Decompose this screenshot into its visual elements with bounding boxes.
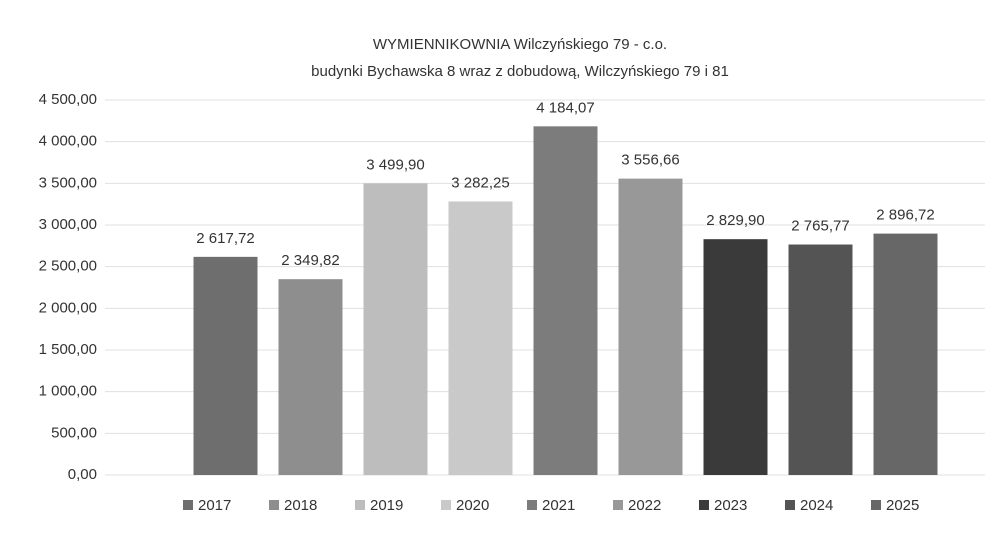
- legend-swatch: [355, 500, 365, 510]
- data-label: 2 617,72: [196, 230, 254, 247]
- chart-title: WYMIENNIKOWNIA Wilczyńskiego 79 - c.o.: [373, 36, 667, 53]
- bar: [703, 239, 768, 475]
- legend-swatch: [613, 500, 623, 510]
- legend-swatch: [527, 500, 537, 510]
- bar: [873, 233, 938, 475]
- data-label: 2 896,72: [876, 207, 934, 224]
- data-label: 2 765,77: [791, 217, 849, 234]
- bar: [363, 183, 428, 475]
- legend-label: 2017: [198, 497, 231, 514]
- data-label: 2 829,90: [706, 212, 764, 229]
- legend-swatch: [269, 500, 279, 510]
- y-tick-label: 0,00: [68, 466, 97, 483]
- data-label: 3 556,66: [621, 152, 679, 169]
- bar: [278, 279, 343, 475]
- legend-label: 2023: [714, 497, 747, 514]
- bar: [193, 256, 258, 475]
- legend-label: 2018: [284, 497, 317, 514]
- legend-label: 2024: [800, 497, 833, 514]
- bar: [788, 244, 853, 475]
- legend-label: 2022: [628, 497, 661, 514]
- y-tick-label: 2 000,00: [39, 299, 97, 316]
- legend-swatch: [699, 500, 709, 510]
- y-tick-label: 4 000,00: [39, 133, 97, 150]
- y-tick-label: 1 500,00: [39, 341, 97, 358]
- legend-label: 2025: [886, 497, 919, 514]
- y-tick-label: 3 000,00: [39, 216, 97, 233]
- legend-swatch: [785, 500, 795, 510]
- legend-label: 2019: [370, 497, 403, 514]
- legend-label: 2021: [542, 497, 575, 514]
- legend-swatch: [183, 500, 193, 510]
- data-label: 4 184,07: [536, 99, 594, 116]
- y-tick-label: 4 500,00: [39, 91, 97, 108]
- bar: [448, 201, 513, 475]
- chart-title: budynki Bychawska 8 wraz z dobudową, Wil…: [311, 63, 729, 80]
- data-label: 2 349,82: [281, 252, 339, 269]
- y-tick-label: 1 000,00: [39, 383, 97, 400]
- legend-label: 2020: [456, 497, 489, 514]
- legend-swatch: [441, 500, 451, 510]
- data-label: 3 282,25: [451, 174, 509, 191]
- y-tick-label: 3 500,00: [39, 174, 97, 191]
- y-tick-label: 500,00: [51, 424, 97, 441]
- legend-swatch: [871, 500, 881, 510]
- y-tick-label: 2 500,00: [39, 258, 97, 275]
- bar: [618, 178, 683, 475]
- data-label: 3 499,90: [366, 156, 424, 173]
- bar: [533, 126, 598, 475]
